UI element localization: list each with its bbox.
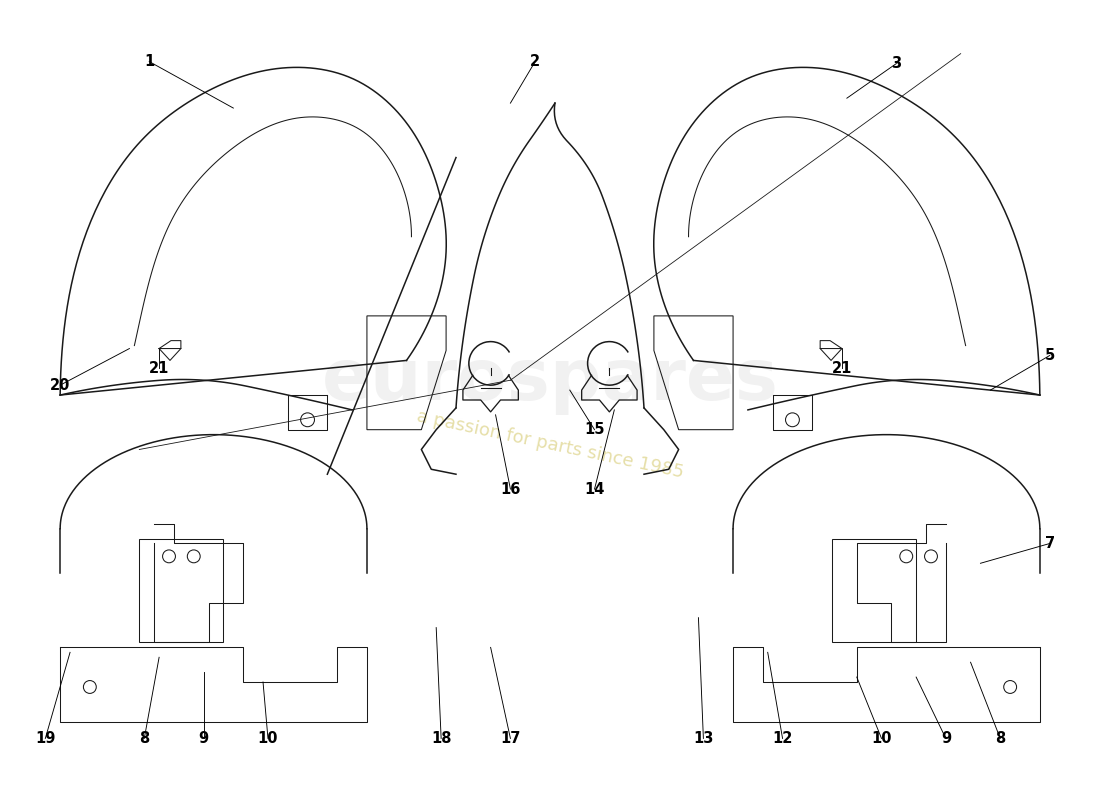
Text: 8: 8 xyxy=(996,731,1005,746)
Text: 7: 7 xyxy=(1045,536,1055,551)
Text: 8: 8 xyxy=(139,731,150,746)
Text: 10: 10 xyxy=(257,731,278,746)
Text: 1: 1 xyxy=(144,54,154,69)
Polygon shape xyxy=(821,341,842,349)
Text: 19: 19 xyxy=(35,731,55,746)
Text: 12: 12 xyxy=(772,731,793,746)
Text: 9: 9 xyxy=(199,731,209,746)
Text: 20: 20 xyxy=(50,378,70,393)
Text: 16: 16 xyxy=(500,482,520,497)
Text: 10: 10 xyxy=(871,731,892,746)
Text: a passion for parts since 1985: a passion for parts since 1985 xyxy=(415,407,685,482)
Polygon shape xyxy=(160,341,180,349)
Text: 5: 5 xyxy=(1045,348,1055,363)
Bar xyxy=(140,538,223,642)
Text: 21: 21 xyxy=(832,361,852,376)
Text: 13: 13 xyxy=(693,731,714,746)
Text: 9: 9 xyxy=(940,731,950,746)
Text: 14: 14 xyxy=(584,482,605,497)
Text: 17: 17 xyxy=(500,731,520,746)
Bar xyxy=(832,538,916,642)
Text: 3: 3 xyxy=(891,56,901,71)
Text: 18: 18 xyxy=(431,731,451,746)
Text: 15: 15 xyxy=(584,422,605,437)
Text: eurospares: eurospares xyxy=(321,346,779,414)
Text: 2: 2 xyxy=(530,54,540,69)
Text: 21: 21 xyxy=(148,361,169,376)
